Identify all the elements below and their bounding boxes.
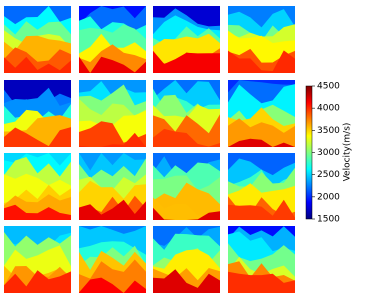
velocity-panel bbox=[79, 80, 146, 147]
colorbar-tick-label: 4000 bbox=[317, 104, 340, 114]
panel-grid bbox=[4, 6, 295, 293]
velocity-panel bbox=[228, 226, 295, 293]
velocity-panel bbox=[228, 6, 295, 74]
velocity-panel bbox=[4, 226, 71, 293]
velocity-layer bbox=[79, 56, 146, 73]
colorbar-tick-label: 1500 bbox=[317, 215, 340, 225]
velocity-panel bbox=[79, 6, 146, 73]
velocity-panel bbox=[153, 226, 220, 293]
velocity-panel bbox=[4, 80, 71, 147]
velocity-layer bbox=[79, 132, 146, 147]
velocity-panel bbox=[153, 80, 220, 147]
velocity-panel bbox=[4, 6, 71, 73]
velocity-layer bbox=[4, 56, 71, 73]
velocity-layer bbox=[79, 121, 146, 147]
colorbar-label: Velocity(m/s) bbox=[343, 123, 353, 182]
velocity-layer bbox=[153, 128, 220, 147]
velocity-layer bbox=[4, 204, 71, 220]
colorbar-tick-label: 3500 bbox=[317, 126, 340, 136]
colorbar bbox=[305, 85, 313, 220]
velocity-panel bbox=[153, 6, 220, 73]
velocity-panel bbox=[79, 153, 146, 220]
velocity-layer bbox=[153, 50, 220, 73]
velocity-layer bbox=[4, 127, 71, 147]
velocity-layer bbox=[153, 197, 220, 220]
velocity-layer bbox=[228, 138, 295, 147]
colorbar-tick-label: 2000 bbox=[317, 192, 340, 202]
velocity-panel bbox=[4, 153, 71, 220]
velocity-layer bbox=[228, 50, 295, 73]
velocity-layer bbox=[228, 199, 295, 220]
velocity-layer bbox=[79, 277, 146, 293]
velocity-layer bbox=[79, 199, 146, 220]
velocity-layer bbox=[228, 271, 295, 293]
velocity-layer bbox=[153, 207, 220, 220]
colorbar-tick-label: 4500 bbox=[317, 82, 340, 92]
velocity-panel bbox=[228, 80, 295, 147]
velocity-panel bbox=[228, 153, 295, 220]
velocity-panel bbox=[79, 226, 146, 293]
velocity-panel bbox=[153, 153, 220, 220]
colorbar-tick-label: 2500 bbox=[317, 170, 340, 180]
velocity-layer bbox=[4, 270, 71, 293]
velocity-layer bbox=[153, 269, 220, 293]
colorbar-tick-label: 3000 bbox=[317, 148, 340, 158]
velocity-layer bbox=[228, 118, 295, 147]
